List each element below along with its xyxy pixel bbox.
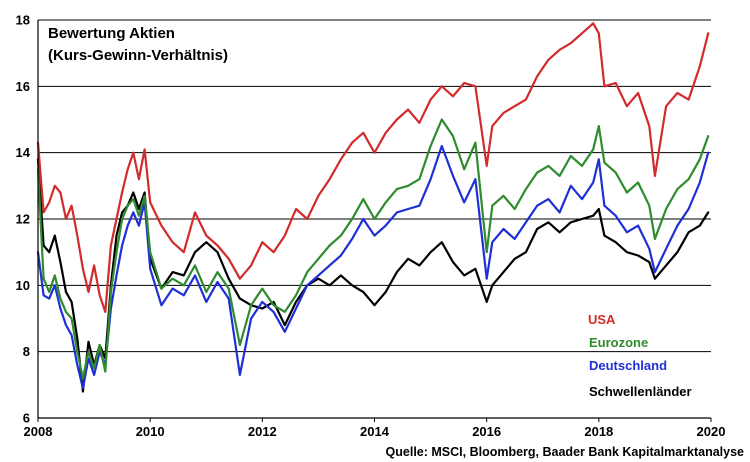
x-tick-label-2018: 2018	[584, 424, 613, 439]
y-tick-labels: 6 8 10 12 14 16 18	[16, 13, 31, 426]
y-tick-label-12: 12	[16, 212, 30, 227]
y-tick-label-18: 18	[16, 13, 30, 28]
legend: USA Eurozone Deutschland Schwellenländer	[588, 312, 692, 399]
chart-subtitle: (Kurs-Gewinn-Verhältnis)	[48, 47, 228, 64]
x-tick-label-2014: 2014	[360, 424, 390, 439]
legend-schwellenl-nder: Schwellenländer	[589, 384, 692, 399]
y-tick-label-14: 14	[16, 145, 31, 160]
y-tick-label-8: 8	[23, 344, 30, 359]
y-tick-label-6: 6	[23, 411, 30, 426]
source-note: Quelle: MSCI, Bloomberg, Baader Bank Kap…	[386, 445, 744, 459]
x-tick-label-2016: 2016	[472, 424, 501, 439]
x-tick-label-2008: 2008	[24, 424, 53, 439]
legend-deutschland: Deutschland	[589, 358, 667, 373]
legend-usa: USA	[588, 312, 616, 327]
series-line-eurozone	[36, 118, 710, 380]
x-tick-label-2020: 2020	[697, 424, 726, 439]
y-tick-label-16: 16	[16, 79, 30, 94]
x-tick-label-2012: 2012	[248, 424, 277, 439]
y-tick-label-10: 10	[16, 278, 30, 293]
series-lines	[36, 22, 710, 393]
chart-title: Bewertung Aktien	[48, 25, 175, 42]
series-line-usa	[36, 22, 710, 313]
legend-eurozone: Eurozone	[589, 335, 648, 350]
axes	[37, 20, 712, 422]
x-tick-label-2010: 2010	[136, 424, 165, 439]
x-tick-labels: 2008 2010 2012 2014 2016 2018 2020	[24, 424, 726, 439]
